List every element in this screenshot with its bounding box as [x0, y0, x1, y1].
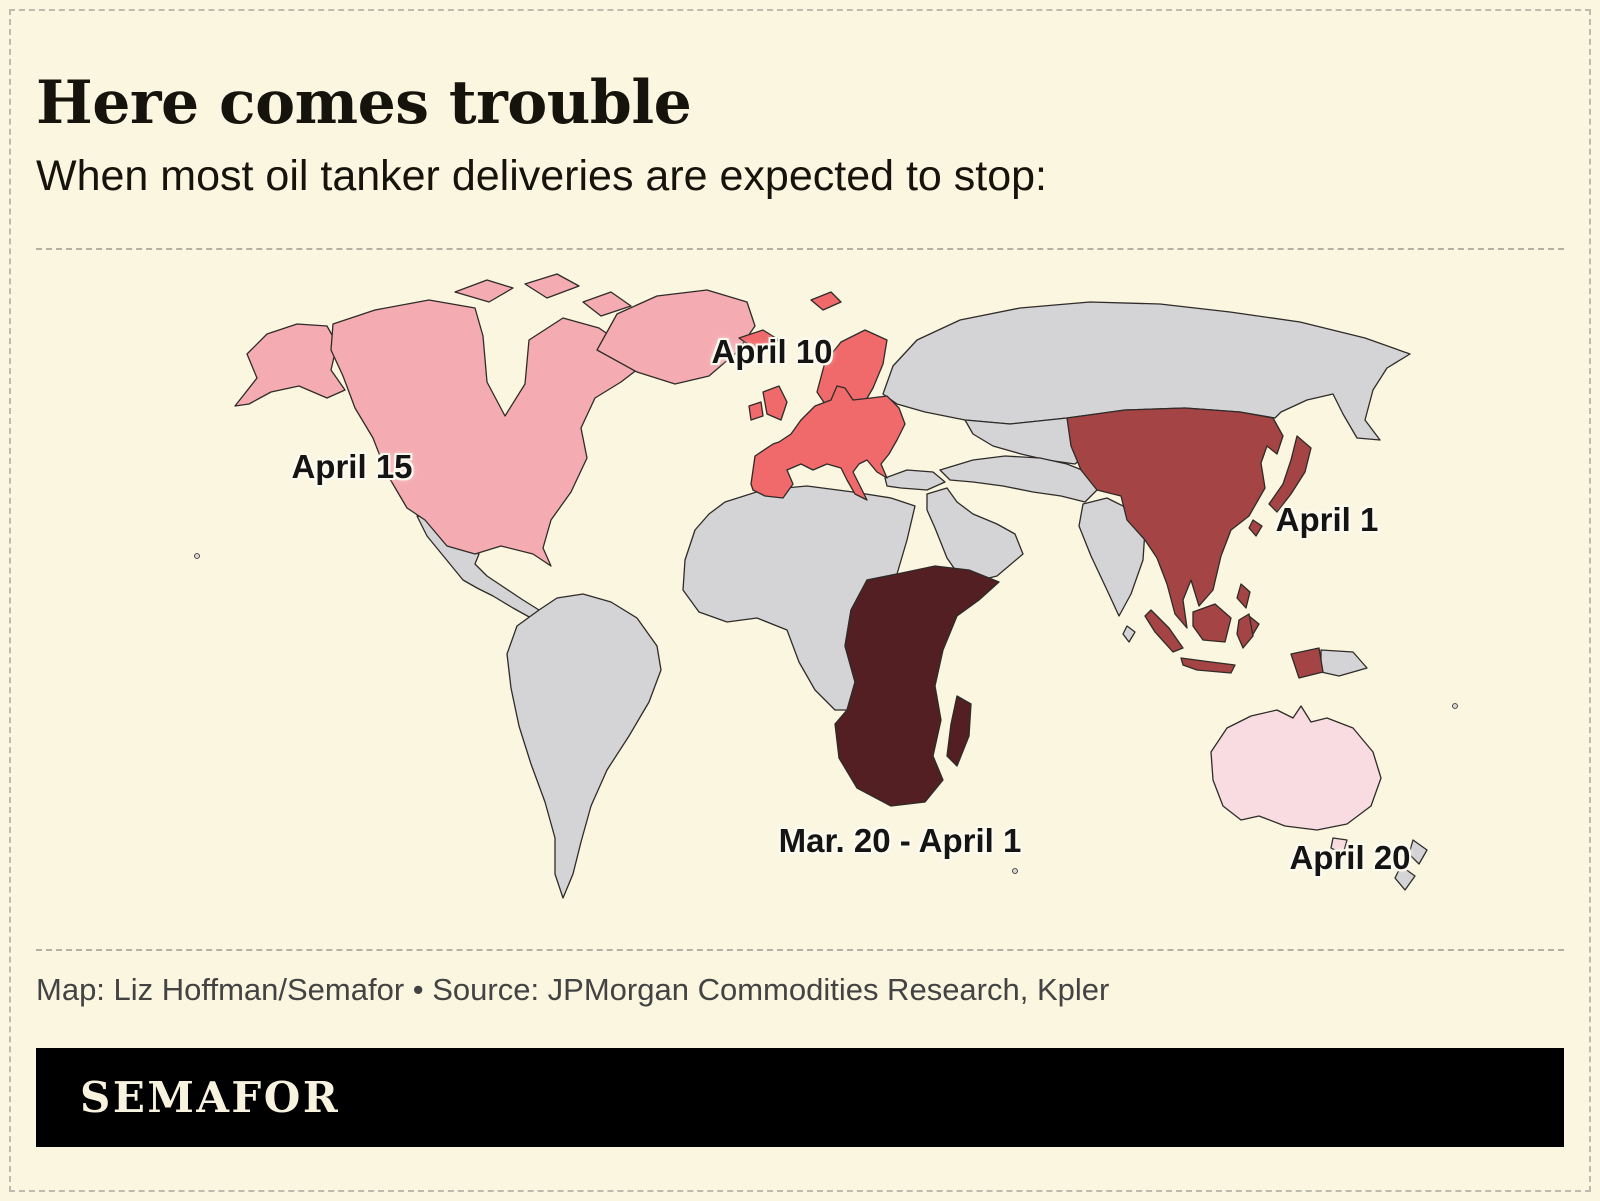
region-sri-lanka [1122, 625, 1136, 643]
semafor-logo-bar: SEMAFOR [36, 1048, 1564, 1147]
island-dot-indian-ocean [1012, 868, 1018, 874]
region-china-southeast-asia [1066, 407, 1284, 629]
region-madagascar [946, 695, 972, 767]
region-group-australia [1210, 705, 1382, 855]
world-map-svg [194, 273, 1458, 899]
region-central-asia [964, 417, 1088, 465]
region-borneo [1192, 603, 1232, 643]
chart-title: Here comes trouble [36, 68, 692, 139]
region-iran-afghanistan [939, 455, 1098, 503]
region-south-america [506, 593, 662, 899]
region-sumatra [1144, 609, 1184, 653]
region-africa-east-south [834, 565, 1000, 807]
region-greenland [596, 289, 756, 385]
region-arctic-island-1 [454, 279, 514, 303]
region-svalbard [810, 291, 842, 311]
world-map: April 15 April 10 April 1 Mar. 20 - Apri… [35, 258, 1565, 946]
semafor-logo: SEMAFOR [80, 1073, 341, 1122]
region-new-zealand-north [1408, 839, 1428, 865]
region-sulawesi [1236, 613, 1254, 649]
divider-bottom [36, 949, 1564, 951]
chart-subtitle: When most oil tanker deliveries are expe… [36, 152, 1048, 200]
region-arctic-island-2 [524, 273, 580, 299]
region-group-europe [738, 291, 906, 501]
region-australia [1210, 705, 1382, 831]
region-philippines-north [1236, 583, 1251, 609]
island-dot-coral-sea [1452, 703, 1458, 709]
region-arabia-levant [926, 487, 1024, 585]
region-group-africa-east-south [834, 565, 1000, 807]
map-label-east-asia: April 1 [1275, 501, 1379, 538]
region-tasmania [1330, 837, 1348, 855]
map-label-north-america: April 15 [291, 448, 413, 485]
map-label-europe: April 10 [711, 333, 833, 370]
map-label-australia: April 20 [1289, 839, 1411, 876]
divider-top [36, 248, 1564, 250]
neutral-regions [194, 301, 1458, 899]
region-turkey [884, 469, 946, 491]
source-credit: Map: Liz Hoffman/Semafor • Source: JPMor… [36, 972, 1110, 1007]
region-new-guinea-west [1290, 647, 1324, 679]
region-arctic-island-3 [582, 291, 632, 317]
region-europe-mainland [750, 385, 906, 501]
region-canada-us [330, 299, 648, 567]
region-new-zealand-south [1394, 865, 1416, 891]
region-java [1180, 657, 1236, 674]
region-iceland [738, 329, 780, 353]
region-group-north-america [234, 273, 756, 567]
region-alaska [234, 323, 346, 407]
region-taiwan [1248, 519, 1263, 537]
map-label-africa: Mar. 20 - April 1 [778, 822, 1022, 859]
region-ireland [748, 401, 764, 421]
region-uk [762, 385, 788, 421]
island-dot-pacific [194, 553, 200, 559]
region-japan [1268, 435, 1312, 513]
region-group-east-asia [1066, 407, 1324, 679]
region-new-guinea-east [1320, 649, 1368, 677]
